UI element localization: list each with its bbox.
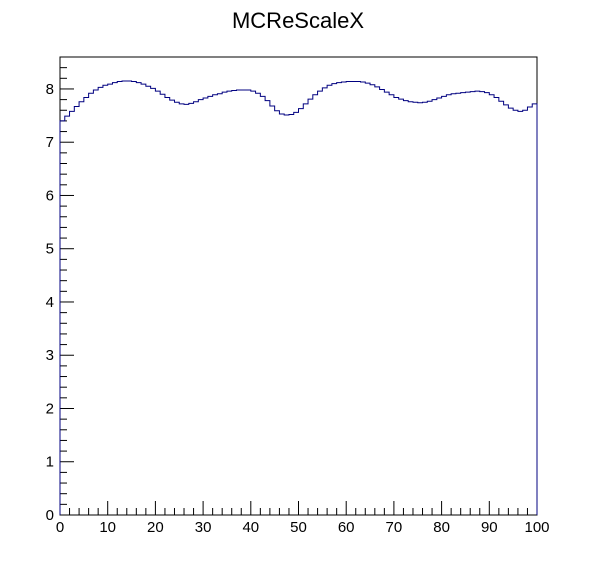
histogram-series-line: [59, 80, 538, 515]
x-tick-label: 30: [195, 519, 212, 536]
x-tick-label: 70: [386, 519, 403, 536]
chart-title: MCReScaleX: [232, 8, 364, 33]
x-tick-label: 90: [481, 519, 498, 536]
plot-frame: [59, 56, 538, 516]
x-tick-label: 10: [99, 519, 116, 536]
x-tick-label: 40: [242, 519, 259, 536]
x-tick-label: 80: [433, 519, 450, 536]
x-axis: 0 10 20 30 40 50 60 70 80 90 100: [56, 501, 550, 536]
x-tick-label: 100: [524, 519, 549, 536]
y-tick-label: 6: [46, 187, 54, 204]
y-tick-label: 1: [46, 454, 54, 471]
y-tick-label: 8: [46, 81, 54, 98]
y-tick-label: 0: [46, 507, 54, 524]
y-tick-label: 5: [46, 241, 54, 258]
y-tick-label: 2: [46, 400, 54, 417]
y-axis: 0 1 2 3 4 5 6 7 8: [46, 56, 74, 524]
y-tick-label: 7: [46, 134, 54, 151]
x-tick-label: 0: [56, 519, 64, 536]
x-tick-label: 60: [338, 519, 355, 536]
x-tick-label: 50: [290, 519, 307, 536]
y-tick-label: 4: [46, 294, 54, 311]
x-tick-label: 20: [147, 519, 164, 536]
y-tick-label: 3: [46, 347, 54, 364]
